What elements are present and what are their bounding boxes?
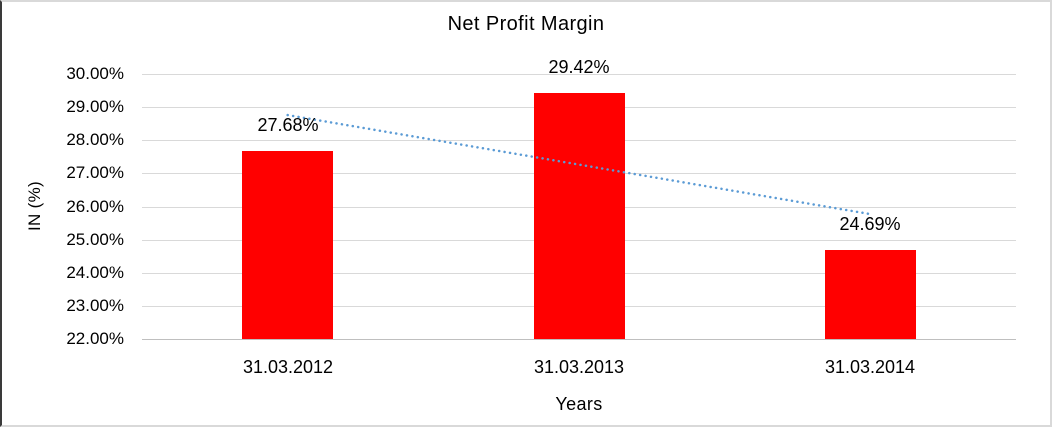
y-tick-label: 27.00% — [66, 163, 124, 182]
x-tick-label: 31.03.2012 — [242, 357, 334, 377]
y-tick-label: 26.00% — [66, 197, 124, 216]
y-tick-label: 22.00% — [66, 329, 124, 348]
gridline — [142, 74, 1016, 75]
x-tick-label: 31.03.2013 — [533, 357, 625, 377]
bar-data-label: 24.69% — [839, 214, 901, 234]
x-axis-title: Years — [555, 394, 603, 414]
x-tick-label: 31.03.2014 — [824, 357, 916, 377]
y-tick-label: 28.00% — [66, 130, 124, 149]
y-tick-label: 30.00% — [66, 64, 124, 83]
bar-data-label: 29.42% — [548, 57, 610, 77]
y-tick-label: 29.00% — [66, 97, 124, 116]
x-axis-line — [142, 339, 1016, 340]
y-tick-label: 25.00% — [66, 230, 124, 249]
y-tick-label: 24.00% — [66, 263, 124, 282]
chart-title: Net Profit Margin — [447, 13, 605, 35]
bar-data-label: 27.68% — [257, 115, 319, 135]
y-axis-title: IN (%) — [25, 181, 44, 231]
y-tick-label: 23.00% — [66, 296, 124, 315]
bar-31.03.2014 — [825, 250, 916, 339]
